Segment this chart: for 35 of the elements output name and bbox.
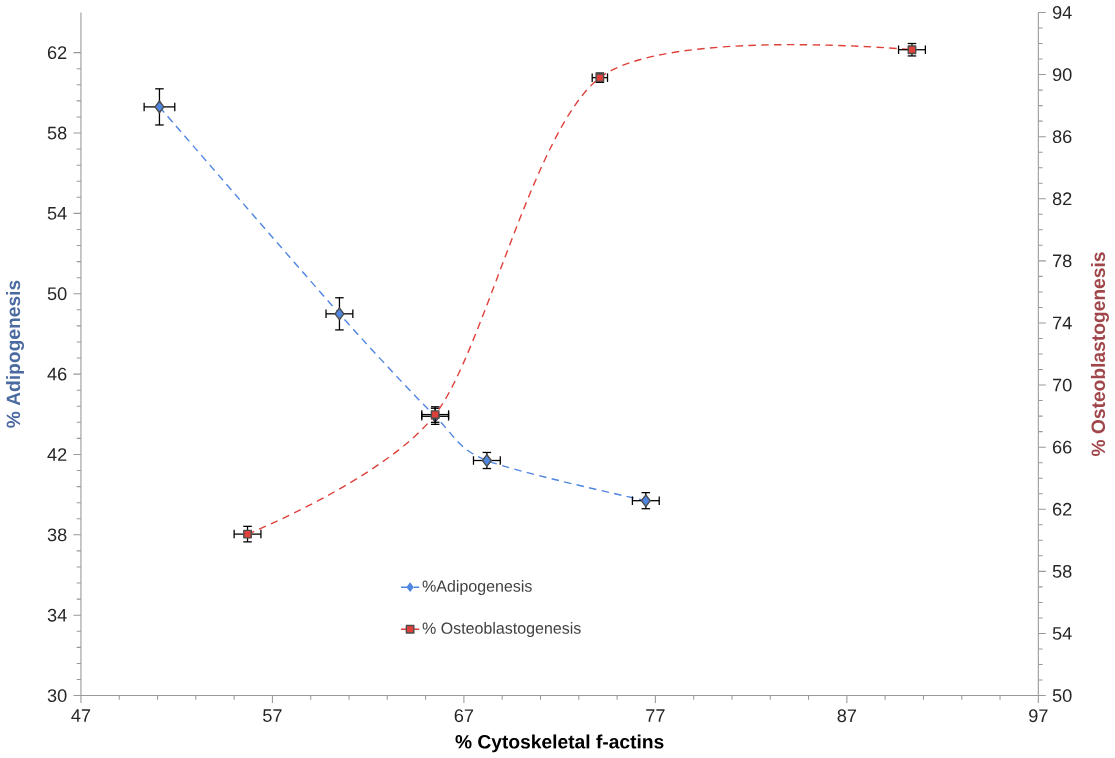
- legend-label: % Osteoblastogenesis: [422, 621, 581, 637]
- y2-tick-label: 70: [1053, 378, 1072, 392]
- legend-label: %Adipogenesis: [422, 579, 532, 595]
- y2-tick-label: 62: [1053, 502, 1072, 516]
- y2-tick-label: 50: [1052, 688, 1072, 702]
- y-tick-label: 58: [47, 126, 67, 140]
- y2-tick-label: 90: [1052, 67, 1072, 81]
- y-tick-label: 42: [47, 447, 67, 461]
- point: [243, 529, 252, 539]
- point: [154, 100, 165, 114]
- y2-tick-label: 58: [1052, 564, 1072, 578]
- y-tick-label: 46: [47, 367, 67, 381]
- y-axis-title: % Adipogenesis: [6, 280, 25, 428]
- point: [334, 307, 345, 321]
- x-tick-label: 97: [1029, 709, 1048, 722]
- y2-tick-label: 82: [1052, 192, 1072, 205]
- y2-tick-label: 74: [1053, 316, 1072, 329]
- x-axis-title: % Cytoskeletal f-actins: [455, 734, 664, 753]
- x-tick-label: 67: [454, 709, 474, 722]
- x-tick-label: 47: [71, 709, 91, 722]
- y-tick-label: 50: [47, 287, 67, 300]
- x-tick-label: 77: [646, 709, 665, 722]
- y-tick-label: 62: [47, 46, 67, 59]
- x-tick-label: 57: [263, 709, 282, 722]
- y-tick-label: 34: [47, 608, 67, 622]
- y-tick-label: 38: [47, 528, 67, 542]
- y2-tick-label: 86: [1052, 130, 1072, 143]
- y2-tick-label: 78: [1053, 254, 1072, 268]
- y2-tick-label: 66: [1053, 440, 1072, 454]
- y-tick-label: 54: [47, 206, 67, 220]
- x-tick-label: 87: [837, 709, 857, 722]
- y2-tick-label: 54: [1052, 626, 1072, 640]
- y2-axis-title: % Osteoblastogenesis: [1090, 252, 1109, 456]
- y2-tick-label: 94: [1052, 5, 1072, 19]
- y-tick-label: 30: [47, 688, 67, 702]
